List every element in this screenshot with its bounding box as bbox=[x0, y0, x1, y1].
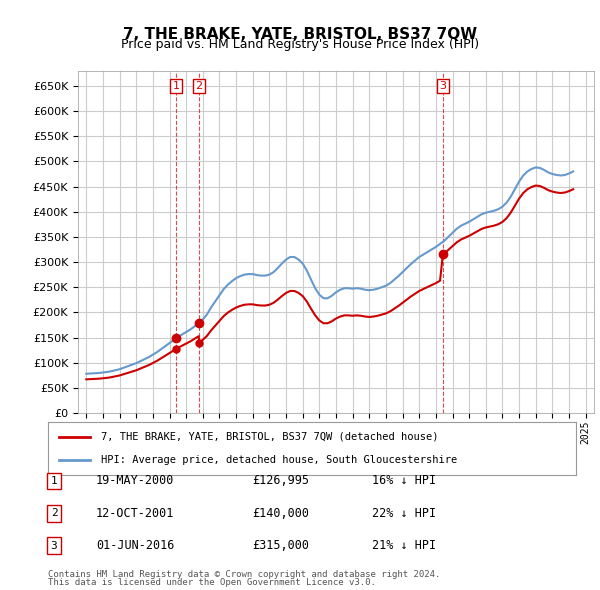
Text: 3: 3 bbox=[439, 81, 446, 91]
Text: 01-JUN-2016: 01-JUN-2016 bbox=[96, 539, 175, 552]
Text: £126,995: £126,995 bbox=[252, 474, 309, 487]
Text: 21% ↓ HPI: 21% ↓ HPI bbox=[372, 539, 436, 552]
Text: 16% ↓ HPI: 16% ↓ HPI bbox=[372, 474, 436, 487]
Text: 7, THE BRAKE, YATE, BRISTOL, BS37 7QW (detached house): 7, THE BRAKE, YATE, BRISTOL, BS37 7QW (d… bbox=[101, 432, 438, 442]
Text: £140,000: £140,000 bbox=[252, 507, 309, 520]
Text: 19-MAY-2000: 19-MAY-2000 bbox=[96, 474, 175, 487]
Text: 22% ↓ HPI: 22% ↓ HPI bbox=[372, 507, 436, 520]
Text: This data is licensed under the Open Government Licence v3.0.: This data is licensed under the Open Gov… bbox=[48, 578, 376, 587]
Text: 7, THE BRAKE, YATE, BRISTOL, BS37 7QW: 7, THE BRAKE, YATE, BRISTOL, BS37 7QW bbox=[123, 27, 477, 41]
Text: HPI: Average price, detached house, South Gloucestershire: HPI: Average price, detached house, Sout… bbox=[101, 455, 457, 465]
Text: Price paid vs. HM Land Registry's House Price Index (HPI): Price paid vs. HM Land Registry's House … bbox=[121, 38, 479, 51]
Text: 3: 3 bbox=[50, 541, 58, 550]
Text: 12-OCT-2001: 12-OCT-2001 bbox=[96, 507, 175, 520]
Text: £315,000: £315,000 bbox=[252, 539, 309, 552]
Text: 1: 1 bbox=[50, 476, 58, 486]
Text: Contains HM Land Registry data © Crown copyright and database right 2024.: Contains HM Land Registry data © Crown c… bbox=[48, 571, 440, 579]
Text: 2: 2 bbox=[196, 81, 203, 91]
Text: 1: 1 bbox=[172, 81, 179, 91]
Text: 2: 2 bbox=[50, 509, 58, 518]
